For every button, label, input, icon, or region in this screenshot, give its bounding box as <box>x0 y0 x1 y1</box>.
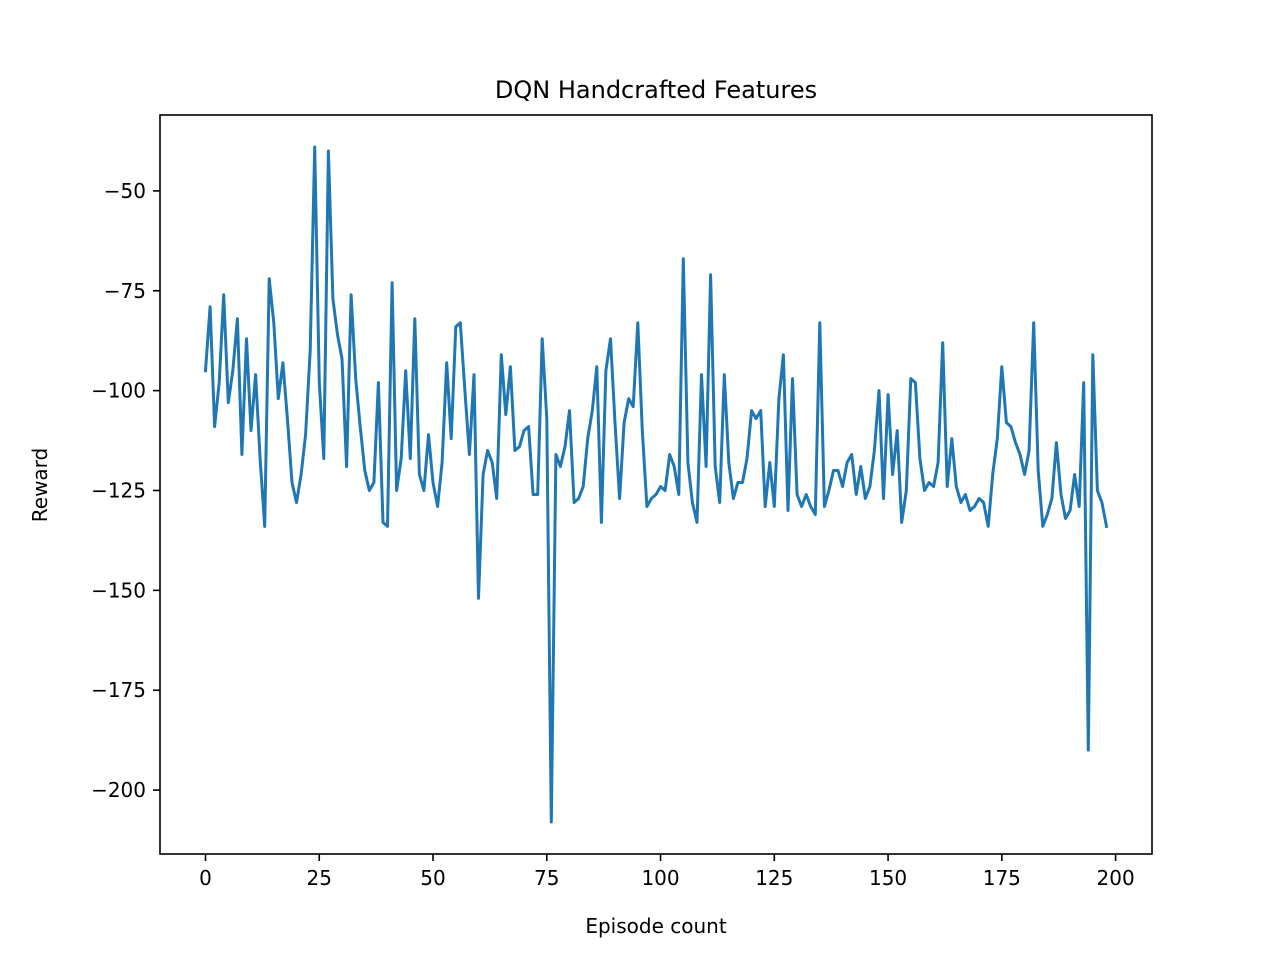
x-tick-label: 0 <box>199 866 212 890</box>
y-tick-label: −200 <box>91 778 146 802</box>
y-tick-label: −100 <box>91 379 146 403</box>
x-tick-label: 50 <box>420 866 445 890</box>
plot-frame <box>159 114 1153 855</box>
x-tick-label: 100 <box>641 866 679 890</box>
x-axis-label: Episode count <box>585 914 726 938</box>
x-tick-label: 150 <box>869 866 907 890</box>
x-tick-label: 125 <box>755 866 793 890</box>
y-tick-label: −150 <box>91 578 146 602</box>
chart-title: DQN Handcrafted Features <box>495 76 817 104</box>
series-line <box>203 145 1109 824</box>
x-tick-label: 175 <box>983 866 1021 890</box>
y-axis-label: Reward <box>28 448 52 522</box>
x-tick-label: 200 <box>1097 866 1135 890</box>
y-tick-label: −125 <box>91 478 146 502</box>
y-tick-label: −75 <box>104 279 146 303</box>
y-tick-label: −50 <box>104 179 146 203</box>
y-tick-label: −175 <box>91 678 146 702</box>
x-tick-label: 75 <box>534 866 559 890</box>
plot-series <box>203 145 1109 824</box>
axis-ticks: 0 25 50 75 100 125 150 175 200 −50 −75 −100 −125 −150… <box>91 179 1135 890</box>
x-tick-label: 25 <box>307 866 332 890</box>
